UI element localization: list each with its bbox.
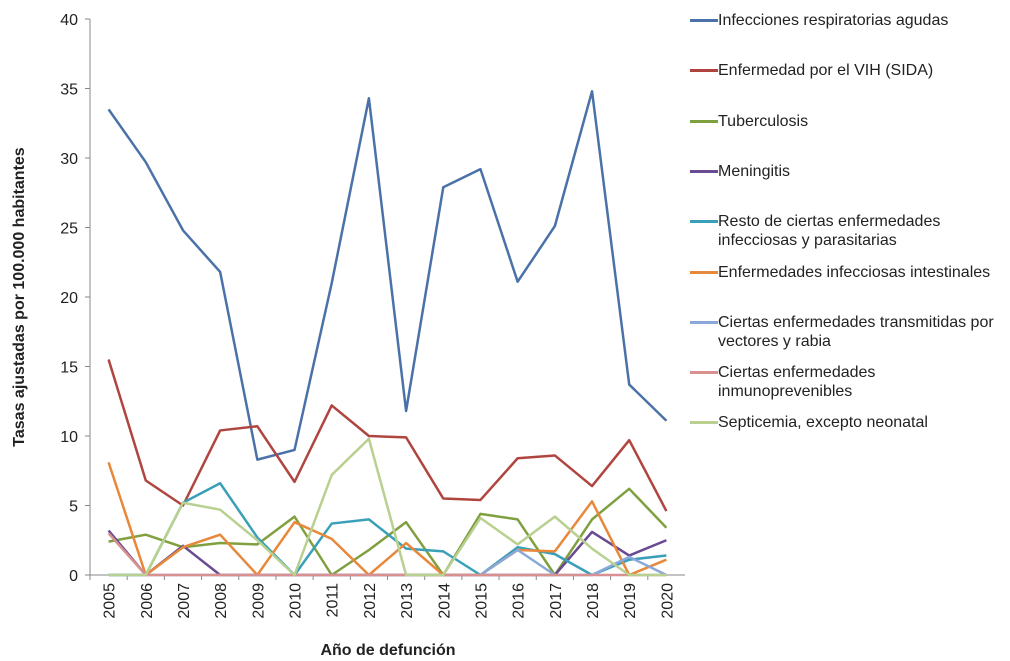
legend-entry: Infecciones respiratorias agudas bbox=[690, 11, 1000, 30]
legend-entry: Ciertas enfermedades transmitidas por ve… bbox=[690, 313, 1000, 351]
series-line bbox=[107, 532, 667, 577]
legend-entry: Tuberculosis bbox=[690, 112, 1000, 131]
y-tick-label: 30 bbox=[60, 151, 78, 168]
x-tick-label: 2006 bbox=[139, 583, 156, 619]
legend-label: Meningitis bbox=[718, 162, 791, 180]
legend-label: Ciertas enfermedades inmunoprevenibles bbox=[718, 364, 876, 401]
legend-swatch bbox=[690, 119, 718, 123]
y-tick-label: 0 bbox=[69, 568, 78, 585]
legend-label: Enfermedad por el VIH (SIDA) bbox=[718, 62, 934, 80]
legend-swatch bbox=[690, 69, 718, 73]
legend-swatch bbox=[690, 270, 718, 274]
x-tick-label: 2017 bbox=[548, 583, 565, 619]
series-line bbox=[107, 359, 668, 512]
x-tick-label: 2019 bbox=[622, 583, 639, 619]
y-tick-label: 25 bbox=[60, 221, 78, 238]
legend-entry: Enfermedad por el VIH (SIDA) bbox=[690, 61, 1000, 80]
legend-swatch bbox=[690, 169, 718, 173]
legend-swatch bbox=[690, 371, 718, 375]
y-tick-label: 15 bbox=[60, 360, 78, 377]
x-tick-label: 2005 bbox=[102, 583, 119, 619]
series-line bbox=[107, 462, 667, 577]
legend-swatch bbox=[690, 19, 718, 22]
x-tick-label: 2018 bbox=[585, 583, 602, 619]
legend-entry: Meningitis bbox=[690, 162, 1000, 181]
legend-entry: Septicemia, excepto neonatal bbox=[690, 413, 1000, 432]
x-tick-label: 2011 bbox=[325, 583, 342, 618]
legend-swatch bbox=[690, 320, 718, 324]
x-tick-label: 2007 bbox=[176, 583, 193, 619]
x-tick-label: 2015 bbox=[473, 583, 490, 619]
series-line bbox=[108, 482, 667, 577]
legend-label: Resto de ciertas enfermedades infecciosa… bbox=[718, 213, 941, 250]
legend-swatch bbox=[690, 421, 718, 425]
x-tick-label: 2008 bbox=[213, 583, 230, 619]
y-axis-title: Tasas ajustadas por 100.000 habitantes bbox=[11, 147, 28, 447]
legend-entry: Ciertas enfermedades inmunoprevenibles bbox=[690, 363, 1000, 401]
x-tick-label: 2010 bbox=[288, 583, 305, 619]
x-tick-label: 2020 bbox=[659, 583, 676, 619]
legend-label: Infecciones respiratorias agudas bbox=[718, 12, 949, 29]
y-tick-label: 20 bbox=[60, 290, 78, 307]
legend-label: Enfermedades infecciosas intestinales bbox=[718, 263, 991, 281]
y-tick-label: 40 bbox=[60, 12, 78, 29]
series-line bbox=[108, 437, 667, 577]
x-tick-label: 2009 bbox=[250, 583, 267, 619]
legend-entry: Enfermedades infecciosas intestinales bbox=[690, 263, 1000, 282]
series-line bbox=[107, 90, 668, 461]
y-tick-label: 35 bbox=[60, 82, 78, 99]
legend-label: Septicemia, excepto neonatal bbox=[718, 414, 928, 432]
x-tick-label: 2013 bbox=[399, 583, 416, 619]
legend-label: Ciertas enfermedades transmitidas por ve… bbox=[718, 313, 994, 350]
y-tick-label: 10 bbox=[60, 429, 78, 446]
legend-label: Tuberculosis bbox=[718, 112, 809, 130]
series-line bbox=[108, 487, 668, 577]
legend-entry: Resto de ciertas enfermedades infecciosa… bbox=[690, 212, 1000, 250]
x-tick-label: 2012 bbox=[362, 583, 379, 619]
x-tick-label: 2014 bbox=[436, 583, 453, 619]
y-tick-label: 5 bbox=[69, 499, 78, 516]
x-axis-title: Año de defunción bbox=[320, 642, 455, 659]
legend-swatch bbox=[690, 220, 718, 224]
x-tick-label: 2016 bbox=[511, 583, 528, 619]
